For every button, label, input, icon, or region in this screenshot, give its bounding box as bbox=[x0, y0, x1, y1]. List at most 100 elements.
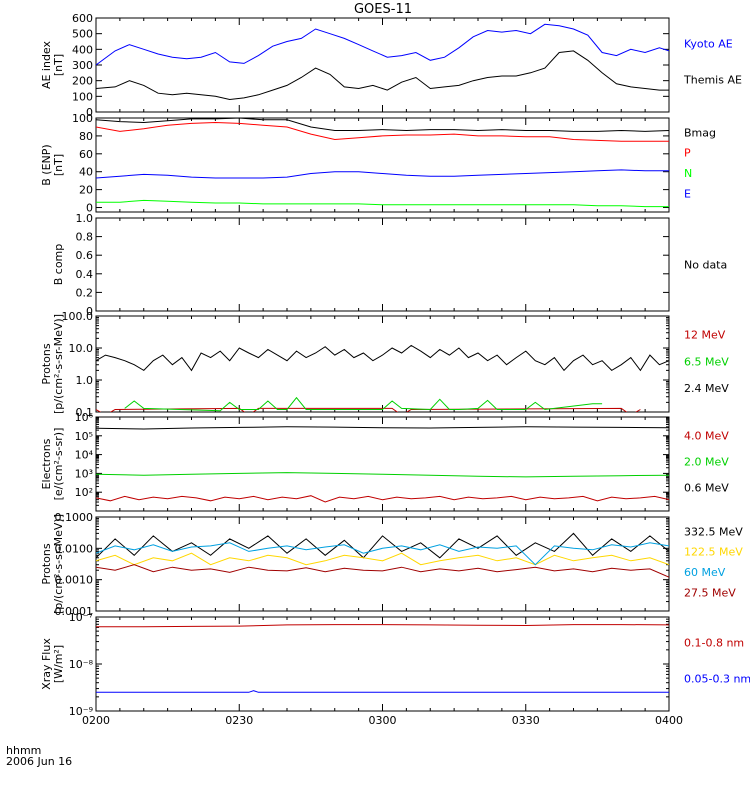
series-line-p bbox=[96, 121, 669, 142]
legend-12-mev: 12 MeV bbox=[684, 329, 726, 342]
time-tick-label: 0400 bbox=[655, 714, 683, 727]
series-line-2-0-mev bbox=[96, 472, 669, 478]
y-tick-label: 10⁵ bbox=[75, 430, 93, 443]
series-line-12-mev bbox=[96, 407, 641, 412]
y-tick-label: 10² bbox=[75, 486, 93, 499]
series-line-n bbox=[96, 199, 669, 208]
time-axis-date: 2006 Jun 16 bbox=[6, 755, 72, 768]
y-axis-label: [e/(cm²-s-sr)] bbox=[52, 428, 65, 501]
y-tick-label: 1.0 bbox=[76, 212, 94, 225]
y-tick-label: 10⁻⁹ bbox=[69, 705, 93, 718]
series-line-0-1-0-8-nm bbox=[96, 624, 669, 628]
legend-2-4-mev: 2.4 MeV bbox=[684, 382, 729, 395]
legend-27-5-mev: 27.5 MeV bbox=[684, 587, 736, 600]
y-tick-label: 0 bbox=[86, 106, 93, 119]
legend-4-0-mev: 4.0 MeV bbox=[684, 429, 729, 442]
y-tick-label: 600 bbox=[72, 12, 93, 25]
time-axis: hhmm 2006 Jun 16 0200 0230 0300 0330 0400 bbox=[6, 714, 683, 768]
panel-protons_low: 0.1 1.0 10.0 100.0 Protons [p/(cm²-s-sr-MeV)]… bbox=[40, 310, 729, 419]
y-axis-label: AE index bbox=[40, 40, 53, 89]
legend-6-5-mev: 6.5 MeV bbox=[684, 355, 729, 368]
legend-themis-ae: Themis AE bbox=[683, 73, 742, 86]
y-tick-label: 500 bbox=[72, 28, 93, 41]
y-tick-label: 100.0 bbox=[62, 310, 94, 323]
y-tick-label: 80 bbox=[79, 130, 93, 143]
panel-frame bbox=[95, 315, 670, 413]
time-tick-label: 0300 bbox=[369, 714, 397, 727]
y-tick-label: 10.0 bbox=[69, 342, 94, 355]
y-tick-label: 40 bbox=[79, 166, 93, 179]
legend-0-1-0-8-nm: 0.1-0.8 nm bbox=[684, 636, 744, 649]
y-tick-label: 100 bbox=[72, 112, 93, 125]
y-axis-label: [p/(cm²-s-sr-MeV)] bbox=[52, 314, 65, 414]
y-axis-label: Protons bbox=[40, 343, 53, 384]
y-tick-label: 0.4 bbox=[76, 268, 94, 281]
y-tick-label: 0.0001 bbox=[55, 605, 94, 618]
panel-ae: 0 100 200 300 400 500 600 AE index [nT] Kyoto AE T… bbox=[40, 12, 742, 119]
series-line-0-05-0-3-nm bbox=[96, 690, 669, 693]
plot-title: GOES-11 bbox=[354, 2, 412, 17]
y-tick-label: 10⁻⁸ bbox=[69, 658, 94, 671]
time-axis-label: hhmm bbox=[6, 744, 41, 757]
legend-60-mev: 60 MeV bbox=[684, 566, 726, 579]
legend-0-05-0-3-nm: 0.05-0.3 nm bbox=[684, 672, 750, 685]
legend-332-5-mev: 332.5 MeV bbox=[684, 525, 743, 538]
panel-xray: 10⁻⁹ 10⁻⁸ 10⁻⁷ Xray Flux [W/m²] 0.1-0.8 nm 0.0… bbox=[40, 611, 750, 718]
legend-122-5-mev: 122.5 MeV bbox=[684, 546, 743, 559]
y-tick-label: 0.2 bbox=[76, 286, 94, 299]
y-tick-label: 0.6 bbox=[76, 249, 94, 262]
panel-frame bbox=[95, 117, 670, 213]
legend-2-0-mev: 2.0 MeV bbox=[684, 455, 729, 468]
y-tick-label: 100 bbox=[72, 90, 93, 103]
y-axis-label: Xray Flux bbox=[40, 638, 53, 690]
legend-e: E bbox=[684, 188, 691, 201]
legend-n: N bbox=[684, 167, 692, 180]
y-tick-label: 0.1000 bbox=[55, 511, 94, 524]
series-line-e bbox=[96, 169, 669, 179]
y-tick-label: 200 bbox=[72, 75, 93, 88]
y-tick-label: 0.1 bbox=[76, 406, 94, 419]
y-tick-label: 60 bbox=[79, 148, 93, 161]
legend-kyoto-ae: Kyoto AE bbox=[684, 37, 733, 50]
legend-bmag: Bmag bbox=[684, 126, 716, 139]
y-tick-label: 10⁶ bbox=[75, 411, 94, 424]
y-tick-label: 0.0010 bbox=[55, 574, 94, 587]
series-line-bmag bbox=[96, 118, 669, 132]
series-line-themis-ae bbox=[96, 50, 669, 101]
y-axis-label: [nT] bbox=[52, 54, 65, 76]
series-line-332-5-mev bbox=[96, 532, 669, 559]
y-axis-label: [nT] bbox=[52, 154, 65, 176]
series-line-4-0-mev bbox=[96, 495, 669, 503]
series-line-27-5-mev bbox=[96, 564, 669, 578]
panel-frame bbox=[95, 616, 670, 712]
y-axis-label: [p/(cm²-s-sr-MeV)] bbox=[52, 514, 65, 614]
panel-b: 0 20 40 60 80 100 B (ENP) [nT] Bmag PNE bbox=[40, 112, 716, 215]
y-axis-label: B comp bbox=[52, 244, 65, 286]
time-tick-label: 0200 bbox=[82, 714, 110, 727]
y-tick-label: 0.8 bbox=[76, 231, 94, 244]
series-line-0-6-mev bbox=[96, 426, 669, 430]
y-tick-label: 20 bbox=[79, 184, 93, 197]
y-tick-label: 10⁻⁷ bbox=[69, 611, 93, 624]
y-axis-label: [W/m²] bbox=[52, 645, 65, 683]
y-axis-label: B (ENP) bbox=[40, 144, 53, 185]
y-axis-label: Protons bbox=[40, 543, 53, 584]
y-tick-label: 400 bbox=[72, 43, 93, 56]
panel-bcomp: 0 0.2 0.4 0.6 0.8 1.0 B comp No data bbox=[52, 212, 727, 318]
panel-frame bbox=[95, 516, 670, 612]
y-tick-label: 0 bbox=[86, 202, 93, 215]
series-line-kyoto-ae bbox=[96, 23, 669, 66]
time-tick-label: 0330 bbox=[512, 714, 540, 727]
panel-protons_high: 0.0001 0.0010 0.0100 0.1000 Protons [p/(cm²-s… bbox=[40, 511, 743, 618]
y-tick-label: 300 bbox=[72, 59, 93, 72]
legend-p: P bbox=[684, 147, 691, 160]
panel-frame bbox=[95, 217, 670, 312]
time-tick-label: 0230 bbox=[225, 714, 253, 727]
y-tick-label: 0.0100 bbox=[55, 542, 94, 555]
legend-0-6-mev: 0.6 MeV bbox=[684, 482, 729, 495]
y-tick-label: 1.0 bbox=[76, 374, 94, 387]
series-line-2-4-mev bbox=[96, 344, 669, 372]
series-line-6-5-mev bbox=[124, 396, 603, 412]
